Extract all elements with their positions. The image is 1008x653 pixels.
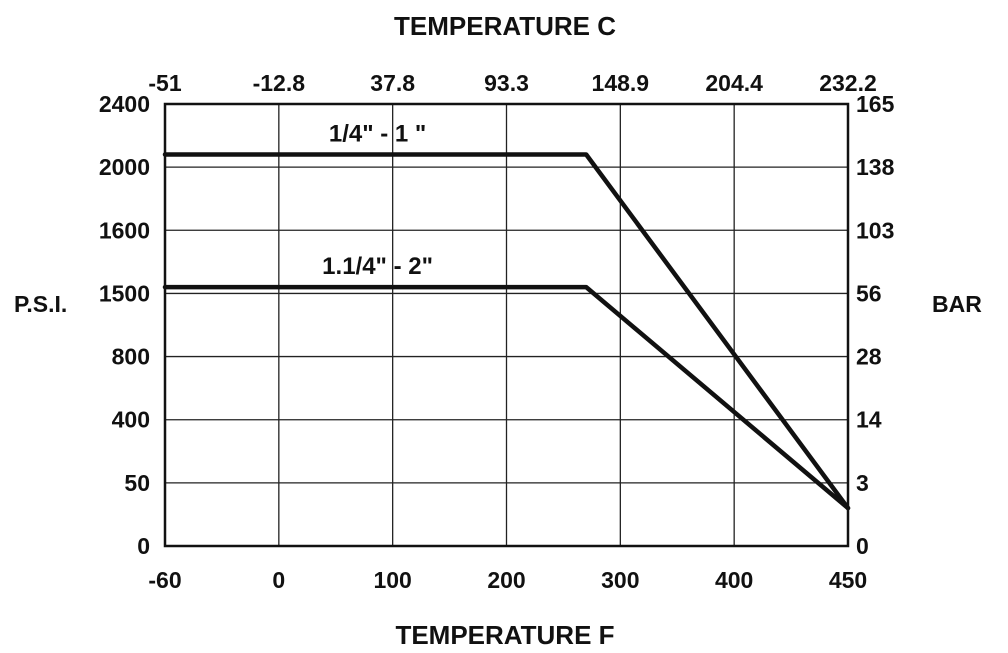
y-left-tick-label: 50 [124,470,150,496]
x-bottom-tick-label: 0 [272,567,285,593]
x-top-tick-label: 232.2 [819,70,877,96]
x-top-tick-label: 148.9 [592,70,650,96]
series-label-1: 1/4" - 1 " [329,121,426,148]
y-right-tick-label: 56 [856,280,882,306]
y-left-tick-label: 2000 [99,154,150,180]
y-left-tick-label: 1600 [99,217,150,243]
y-left-tick-label: 1500 [99,280,150,306]
y-right-tick-label: 103 [856,217,894,243]
x-top-tick-label: -12.8 [253,70,306,96]
tick-labels: -60 0 100 200 300 400 450-51 -12.8 37.8 93.3 148.9… [99,70,895,593]
x-bottom-tick-label: 450 [829,567,867,593]
x-bottom-tick-label: -60 [148,567,181,593]
x-bottom-tick-label: 100 [373,567,411,593]
chart-title-bottom: TEMPERATURE F [395,620,614,650]
y-right-tick-label: 28 [856,344,882,370]
y-left-tick-label: 2400 [99,91,150,117]
series-label-2: 1.1/4" - 2" [322,253,433,280]
y-right-tick-label: 138 [856,154,895,180]
plot-frame [163,102,850,548]
y-axis-label-right: BAR [932,291,982,317]
x-top-tick-label: 37.8 [370,70,415,96]
y-right-tick-label: 165 [856,91,895,117]
series-line-1 [162,152,851,511]
y-left-tick-label: 400 [112,407,150,433]
x-bottom-tick-label: 200 [487,567,525,593]
y-axis-label-left: P.S.I. [14,291,67,317]
x-top-tick-label: 204.4 [705,70,763,96]
y-left-tick-label: 800 [112,344,150,370]
y-right-tick-label: 14 [856,407,882,433]
x-top-tick-label: -51 [148,70,181,96]
x-bottom-tick-label: 300 [601,567,639,593]
x-bottom-tick-label: 400 [715,567,753,593]
y-left-tick-label: 0 [137,533,150,559]
series-line-2 [162,284,851,511]
y-right-tick-label: 3 [856,470,869,496]
y-right-tick-label: 0 [856,533,869,559]
x-top-tick-label: 93.3 [484,70,529,96]
grid [165,103,848,546]
chart-title-top: TEMPERATURE C [394,11,616,41]
series-group: 1/4" - 1 " 1.1/4" - 2" [162,121,851,511]
